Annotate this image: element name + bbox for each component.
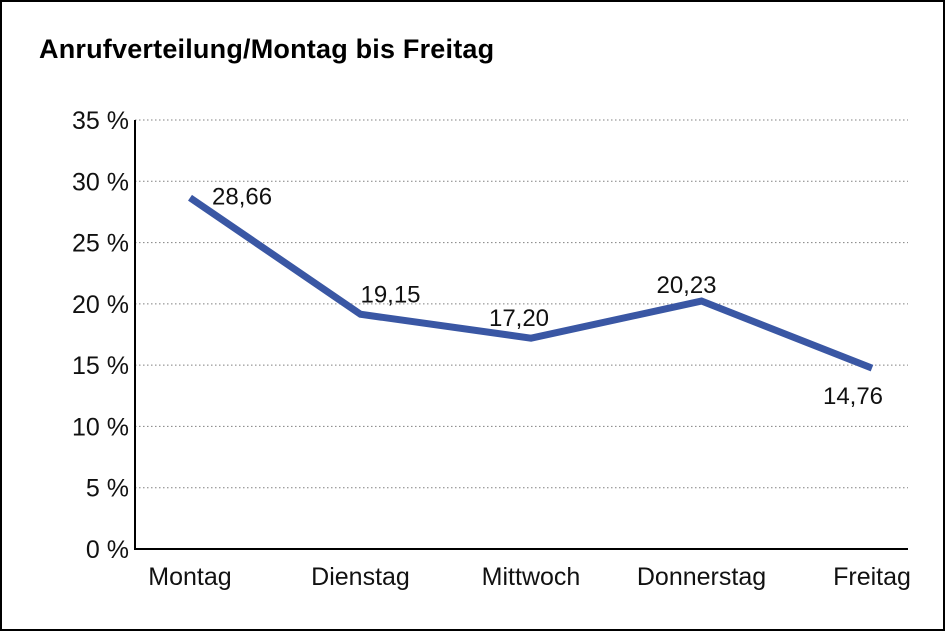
x-category-label: Freitag — [833, 563, 911, 591]
y-tick-label: 20 % — [72, 291, 129, 319]
y-tick-label: 5 % — [86, 475, 129, 503]
chart-title: Anrufverteilung/Montag bis Freitag — [39, 34, 495, 64]
x-category-label: Donnerstag — [637, 563, 766, 591]
x-category-label: Montag — [148, 563, 231, 591]
data-value-label: 17,20 — [489, 305, 549, 332]
x-category-label: Mittwoch — [482, 563, 581, 591]
y-tick-label: 35 % — [72, 107, 129, 135]
y-tick-label: 25 % — [72, 230, 129, 258]
data-value-label: 19,15 — [360, 281, 420, 308]
data-value-label: 20,23 — [656, 272, 716, 299]
data-value-label: 28,66 — [212, 184, 272, 211]
y-tick-label: 0 % — [86, 536, 129, 564]
x-category-label: Dienstag — [311, 563, 410, 591]
y-tick-label: 15 % — [72, 352, 129, 380]
data-value-label: 14,76 — [823, 383, 883, 410]
data-polyline — [188, 194, 874, 372]
y-tick-label: 30 % — [72, 168, 129, 196]
y-tick-label: 10 % — [72, 413, 129, 441]
